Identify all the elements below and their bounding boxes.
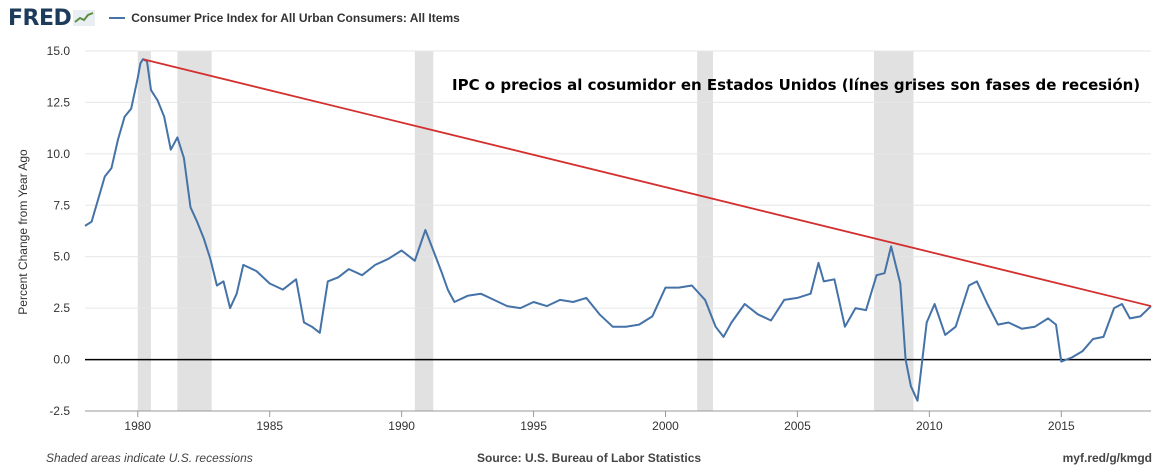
recession-band	[873, 51, 914, 411]
legend-label: Consumer Price Index for All Urban Consu…	[131, 11, 460, 25]
fred-logo[interactable]: FRED	[8, 5, 96, 31]
line-graph-icon	[73, 10, 96, 26]
chart-annotation: IPC o precios al cosumidor en Estados Un…	[452, 76, 1140, 94]
y-tick-label: 12.5	[47, 95, 71, 109]
x-tick-label: 1985	[256, 419, 283, 433]
recession-bands	[137, 51, 914, 411]
y-axis-label: Percent Change from Year Ago	[16, 149, 30, 315]
cpi-series-line	[84, 58, 1152, 402]
recession-band	[697, 51, 713, 411]
x-tick-label: 2000	[652, 419, 679, 433]
y-tick-label: -2.5	[49, 404, 70, 418]
y-tick-label: 5.0	[53, 250, 70, 264]
y-tick-label: 2.5	[53, 301, 70, 315]
recession-band	[177, 51, 212, 411]
x-tick-label: 1980	[124, 419, 151, 433]
y-tick-label: 7.5	[53, 198, 70, 212]
source-text: Source: U.S. Bureau of Labor Statistics	[477, 451, 702, 465]
recession-note: Shaded areas indicate U.S. recessions	[46, 451, 253, 465]
legend: Consumer Price Index for All Urban Consu…	[109, 11, 460, 25]
x-axis-ticks: 1980 1985 1990 1995 2000 2005 2010 2015	[85, 410, 1151, 433]
y-tick-label: 15.0	[47, 44, 71, 58]
chart-header: FRED Consumer Price Index for All Urban …	[8, 4, 460, 32]
x-tick-label: 1990	[388, 419, 415, 433]
short-link[interactable]: myf.red/g/kmgd	[1062, 451, 1152, 465]
series-group	[84, 58, 1152, 402]
x-tick-label: 2010	[916, 419, 943, 433]
x-tick-label: 2015	[1048, 419, 1075, 433]
fred-logo-text: FRED	[8, 5, 72, 31]
trend-group	[142, 58, 1152, 307]
y-tick-label: 0.0	[53, 353, 70, 367]
y-tick-label: 10.0	[47, 147, 71, 161]
y-axis-ticks: -2.5 0.0 2.5 5.0 7.5 10.0 12.5 15.0	[47, 44, 71, 418]
legend-swatch	[109, 17, 126, 19]
cpi-chart: -2.5 0.0 2.5 5.0 7.5 10.0 12.5 15.0 1980 1985 199…	[16, 44, 1152, 433]
trend-line	[142, 58, 1152, 307]
x-tick-label: 2005	[784, 419, 811, 433]
x-tick-label: 1995	[520, 419, 547, 433]
gridlines	[85, 50, 1151, 412]
recession-band	[137, 51, 151, 411]
